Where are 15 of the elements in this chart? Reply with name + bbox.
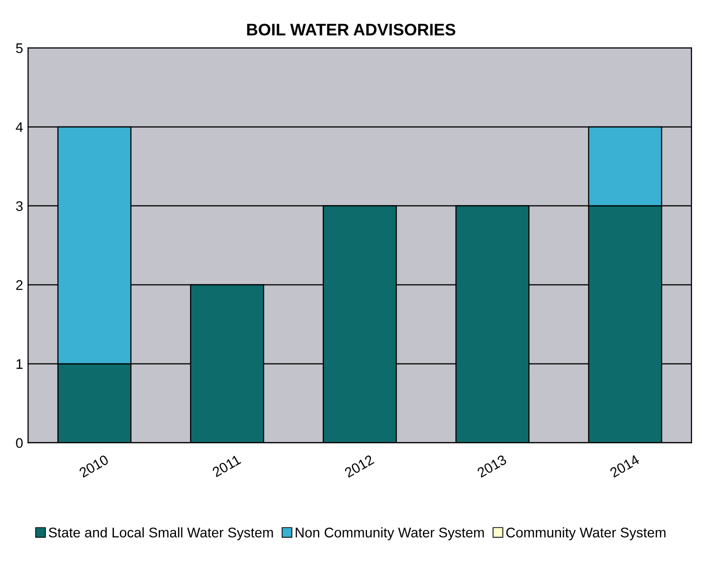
y-tick-label: 4 xyxy=(16,122,23,132)
y-tick-label: 1 xyxy=(16,359,23,369)
x-tick-label: 2013 xyxy=(476,454,508,478)
x-tick-label: 2010 xyxy=(78,454,110,478)
y-tick-label: 3 xyxy=(16,201,23,212)
legend-label: State and Local Small Water System xyxy=(48,527,273,540)
x-tick-label: 2011 xyxy=(212,454,242,478)
x-tick-label: 2014 xyxy=(609,454,640,478)
chart-title: BOIL WATER ADVISORIES xyxy=(247,24,456,36)
legend-label: Non Community Water System xyxy=(296,527,484,540)
legend-label: Community Water System xyxy=(506,527,666,540)
x-tick-label: 2012 xyxy=(344,454,374,478)
y-tick-label: 5 xyxy=(16,43,23,54)
y-tick-label: 2 xyxy=(16,280,23,290)
y-tick-label: 0 xyxy=(16,438,23,448)
